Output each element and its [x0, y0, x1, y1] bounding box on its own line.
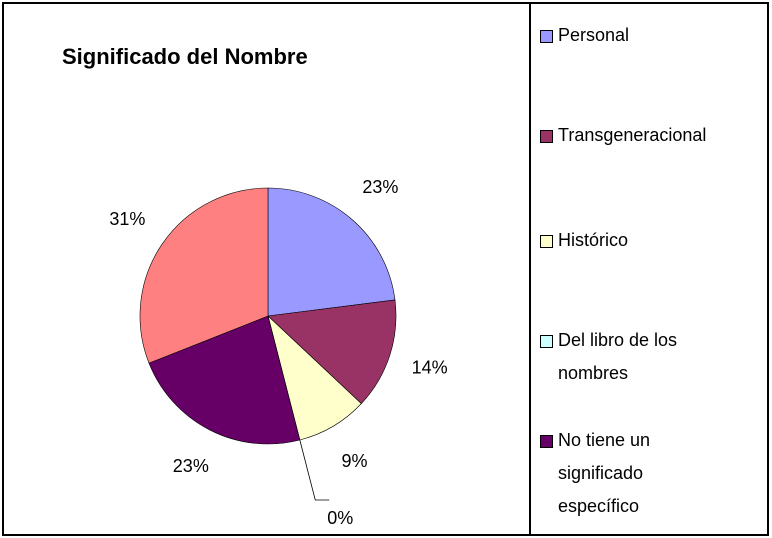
pie-slice: [148, 315, 301, 445]
pie-slice: [267, 187, 396, 317]
data-label: 31%: [109, 209, 145, 229]
pie-slice: [139, 187, 269, 364]
legend-label: Histórico: [558, 230, 629, 250]
legend-swatch: [540, 335, 553, 348]
legend-label: Del libro de los nombres: [558, 330, 678, 383]
legend-swatch: [540, 30, 553, 43]
chart-title: Significado del Nombre: [62, 44, 308, 69]
leader-line: [299, 439, 330, 501]
legend-item: Del libro de los nombres: [538, 324, 768, 390]
legend-item: Histórico: [538, 224, 768, 257]
legend-swatch: [540, 235, 553, 248]
legend-item: Personal: [538, 19, 768, 52]
pie-slice: [267, 299, 397, 405]
legend-swatch: [540, 130, 553, 143]
data-label: 0%: [327, 508, 353, 528]
data-label: 9%: [342, 451, 368, 471]
data-label: 14%: [412, 357, 448, 377]
data-label: 23%: [362, 177, 398, 197]
legend-item: Transgeneracional: [538, 119, 768, 152]
legend-label: Personal: [558, 25, 630, 45]
legend-label: No tiene un significado específico: [558, 430, 651, 516]
legend-swatch: [540, 435, 553, 448]
data-label: 23%: [173, 456, 209, 476]
legend-item: No tiene un significado específico: [538, 424, 768, 523]
legend-label: Transgeneracional: [558, 125, 707, 145]
